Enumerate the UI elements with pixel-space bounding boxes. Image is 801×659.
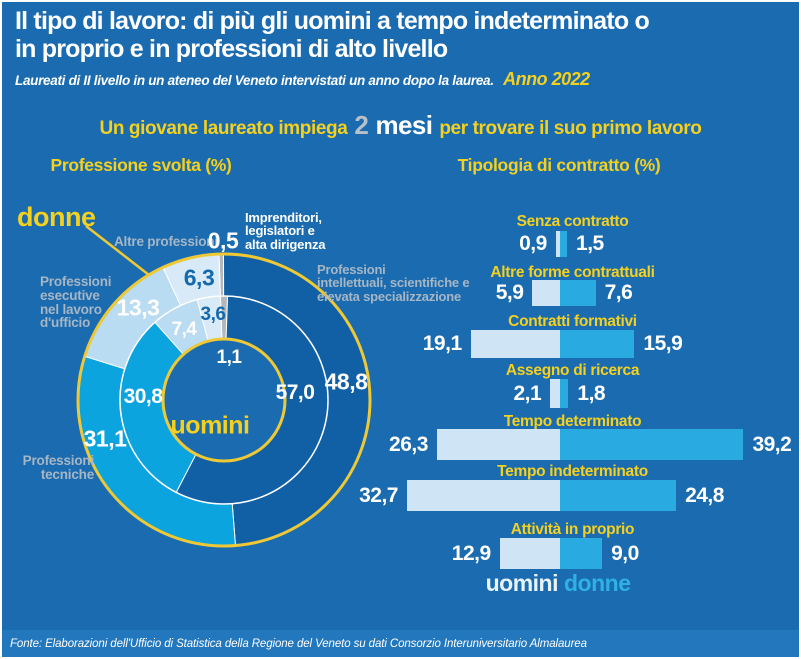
bar-value-donne: 39,2 — [752, 432, 792, 456]
bar-uomini — [532, 280, 560, 306]
bar-uomini — [555, 231, 560, 257]
donut-value-donne: 48,8 — [324, 368, 368, 395]
bar-value-uomini: 2,1 — [513, 381, 542, 405]
legend-uomini: uomini — [485, 570, 559, 596]
bar-category-label: Tempo determinato — [503, 413, 642, 430]
uomini-ring-label: uomini — [170, 411, 250, 440]
bar-value-uomini: 12,9 — [451, 541, 491, 565]
headline-number: 2 — [354, 110, 369, 140]
subtitle-text: Laureati di II livello in un ateneo del … — [15, 73, 494, 88]
bar-category-label: Assegno di ricerca — [505, 362, 640, 379]
bar-uomini — [436, 429, 560, 460]
bar-value-uomini: 0,9 — [519, 232, 547, 255]
headline-stat: Un giovane laureato impiega 2 mesi per t… — [2, 110, 799, 141]
donut-value-donne: 0,5 — [207, 227, 239, 254]
bar-value-uomini: 26,3 — [389, 432, 428, 456]
donut-value-uomini: 30,8 — [123, 385, 163, 408]
legend-donne: donne — [564, 570, 631, 596]
bar-donne — [560, 379, 569, 408]
bar-uomini — [470, 330, 560, 358]
bar-value-donne: 1,5 — [576, 232, 604, 255]
page-title: Il tipo di lavoro: di più gli uomini a t… — [15, 7, 795, 63]
donut-value-uomini: 1,1 — [216, 347, 242, 368]
bar-category-label: Senza contratto — [516, 213, 629, 230]
bar-value-donne: 7,6 — [604, 281, 633, 304]
donut-slice — [218, 253, 225, 297]
bar-category-label: Attività in proprio — [510, 521, 635, 538]
bar-value-donne: 1,8 — [577, 381, 606, 405]
bar-uomini — [550, 379, 560, 408]
headline-post: per trovare il suo primo lavoro — [439, 118, 702, 139]
donne-ring-label: donne — [17, 202, 96, 232]
footer-band: Fonte: Elaborazioni dell'Ufficio di Stat… — [2, 630, 799, 657]
bar-value-donne: 15,9 — [643, 332, 683, 355]
donut-value-donne: 31,1 — [83, 425, 127, 452]
donut-value-uomini: 57,0 — [275, 381, 315, 404]
donut-value-uomini: 7,4 — [171, 319, 197, 340]
label-intellettuali: Professioni intellettuali, scientifiche … — [317, 262, 470, 304]
headline-unit: mesi — [375, 110, 433, 140]
donut-value-donne: 13,3 — [116, 294, 160, 321]
title-line2: in proprio e in professioni di alto live… — [15, 34, 448, 63]
bar-value-donne: 9,0 — [611, 541, 639, 565]
label-tecniche: Professioni tecniche — [22, 453, 95, 482]
source-text: Fonte: Elaborazioni dell'Ufficio di Stat… — [10, 637, 587, 650]
bar-donne — [560, 480, 677, 511]
bar-donne — [560, 280, 596, 306]
label-altre-professioni: Altre professioni — [114, 234, 218, 249]
section-title-professione: Professione svolta (%) — [50, 155, 232, 175]
bar-donne — [560, 330, 635, 358]
bar-uomini — [499, 538, 560, 569]
bar-donne — [560, 231, 568, 257]
donut-value-uomini: 3,6 — [200, 304, 226, 325]
section-title-contratto: Tipologia di contratto (%) — [457, 155, 661, 175]
contract-bar-chart: Senza contratto 0,9 1,5 Altre forme contrat… — [342, 207, 799, 607]
bar-donne — [560, 538, 603, 569]
bar-value-uomini: 19,1 — [422, 332, 462, 355]
title-line1: Il tipo di lavoro: di più gli uomini a t… — [15, 7, 650, 35]
bar-donne — [560, 429, 744, 460]
subtitle: Laureati di II livello in un ateneo del … — [15, 69, 590, 90]
year-badge: Anno 2022 — [503, 69, 590, 89]
label-esecutive: Professioni esecutive nel lavoro d'uffic… — [40, 274, 112, 331]
bar-value-uomini: 32,7 — [359, 483, 398, 507]
donut-value-donne: 6,3 — [183, 264, 215, 291]
bar-category-label: Altre forme contrattuali — [490, 264, 655, 281]
bar-value-uomini: 5,9 — [495, 281, 524, 304]
headline-pre: Un giovane laureato impiega — [99, 118, 348, 139]
bar-uomini — [406, 480, 560, 511]
label-imprenditori: Imprenditori, legislatori e alta dirigen… — [245, 210, 326, 252]
bar-category-label: Tempo indeterminato — [497, 463, 648, 480]
bar-category-label: Contratti formativi — [508, 313, 637, 330]
bar-value-donne: 24,8 — [685, 483, 724, 507]
